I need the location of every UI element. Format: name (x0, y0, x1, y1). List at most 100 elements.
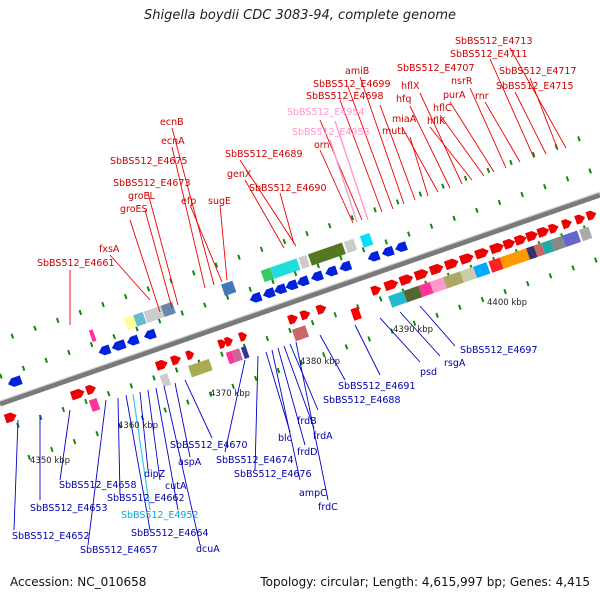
topology-text: Topology: circular; Length: 4,615,997 bp… (260, 575, 590, 589)
track-dot (208, 391, 213, 397)
gene-feature (429, 277, 447, 294)
track-dot (89, 341, 94, 348)
track-dot (373, 207, 377, 213)
gene-feature (315, 304, 327, 315)
gene-label: blc (278, 433, 292, 444)
track-dot (509, 159, 513, 166)
gene-feature (111, 339, 127, 351)
gene-label: SbBS512_E4707 (397, 63, 475, 74)
track-dot (520, 191, 524, 198)
gene-label: nsrR (451, 76, 473, 87)
gene-label: SbBS512_E4652 (12, 531, 90, 542)
gene-feature (7, 375, 23, 387)
track-dot (327, 222, 332, 229)
track-dot (271, 278, 275, 285)
track-dot (480, 296, 485, 303)
gene-feature (159, 373, 172, 388)
gene-feature (513, 234, 527, 246)
leader-line (139, 391, 149, 471)
gene-label: SbBS512_E4952 (121, 510, 199, 521)
gene-feature (536, 227, 550, 238)
gene-feature (88, 329, 97, 343)
track-dot (265, 335, 270, 342)
leader-line (289, 343, 319, 411)
leader-line (401, 126, 439, 193)
gene-feature (339, 260, 353, 272)
gene-feature (88, 397, 101, 412)
gene-feature (398, 274, 414, 286)
track-dot (333, 312, 338, 318)
track-dot (10, 333, 15, 339)
gene-label: ecnA (161, 136, 185, 147)
gene-label: frdA (313, 431, 333, 442)
gene-feature (231, 348, 243, 363)
track-dot (191, 270, 196, 276)
track-dot (152, 375, 156, 381)
scale-ticks: 4350 kbp 4360 kbp 4370 kbp 4380 kbp 4390… (30, 298, 527, 466)
track-dot (503, 288, 507, 295)
track-dot (350, 215, 355, 221)
gene-feature (526, 245, 538, 260)
track-dot (112, 333, 116, 340)
track-dot (316, 262, 320, 269)
leader-line (279, 192, 295, 245)
track-dot (565, 176, 570, 182)
leader-line (144, 209, 173, 309)
track-dot (384, 239, 388, 245)
track-dot (129, 383, 134, 389)
leader-line (147, 192, 179, 306)
track-dot (452, 215, 456, 221)
gene-feature (307, 242, 346, 266)
leader-line (132, 393, 151, 511)
tick-label: 4350 kbp (30, 456, 70, 466)
track-dot (61, 406, 66, 413)
leader-line (419, 92, 463, 185)
gene-label: dcuA (196, 544, 220, 555)
leader-line (334, 120, 369, 221)
leader-line (155, 387, 179, 511)
track-dot (577, 136, 581, 142)
leader-line (295, 341, 329, 501)
gene-feature (574, 214, 586, 225)
track-dot (123, 293, 128, 300)
leader-line (319, 334, 346, 381)
gene-feature (403, 285, 423, 303)
gene-features (3, 210, 597, 424)
gene-label: SbBS512_E4674 (216, 455, 294, 466)
track-dot (50, 446, 54, 453)
gene-feature (502, 238, 516, 250)
leader-line (277, 347, 306, 446)
track-dot (174, 367, 179, 373)
track-dot (441, 183, 445, 189)
leader-line (224, 359, 246, 453)
leader-line (125, 394, 151, 531)
gene-label: SbBS512_E4954 (287, 107, 365, 118)
leader-line (219, 204, 228, 281)
gene-feature (428, 263, 444, 276)
track-dot (72, 438, 77, 445)
gene-label: SbBS512_E4697 (460, 345, 538, 356)
tick-label: 4400 kbp (487, 298, 527, 308)
gene-label: miaA (392, 114, 417, 125)
leader-line (354, 324, 381, 376)
gene-label: SbBS512_E4715 (496, 81, 574, 92)
track-dot (101, 301, 105, 308)
gene-feature (459, 266, 478, 283)
gene-label: SbBS512_E4690 (249, 183, 327, 194)
gene-feature (126, 334, 140, 346)
gene-feature (287, 314, 299, 325)
gene-feature (418, 281, 434, 298)
track-dot (486, 167, 491, 174)
gene-feature (143, 328, 157, 340)
gene-label: SbBS512_E4689 (225, 149, 303, 160)
leader-line (109, 254, 151, 301)
gene-feature (69, 388, 85, 401)
leader-line (163, 385, 201, 546)
gene-label: fxsA (99, 244, 120, 255)
gene-label: SbBS512_E4953 (292, 127, 370, 138)
leader-line (129, 219, 161, 313)
gene-label: SbBS512_E4717 (499, 66, 577, 77)
track-dot (67, 349, 71, 356)
gene-feature (474, 248, 489, 260)
